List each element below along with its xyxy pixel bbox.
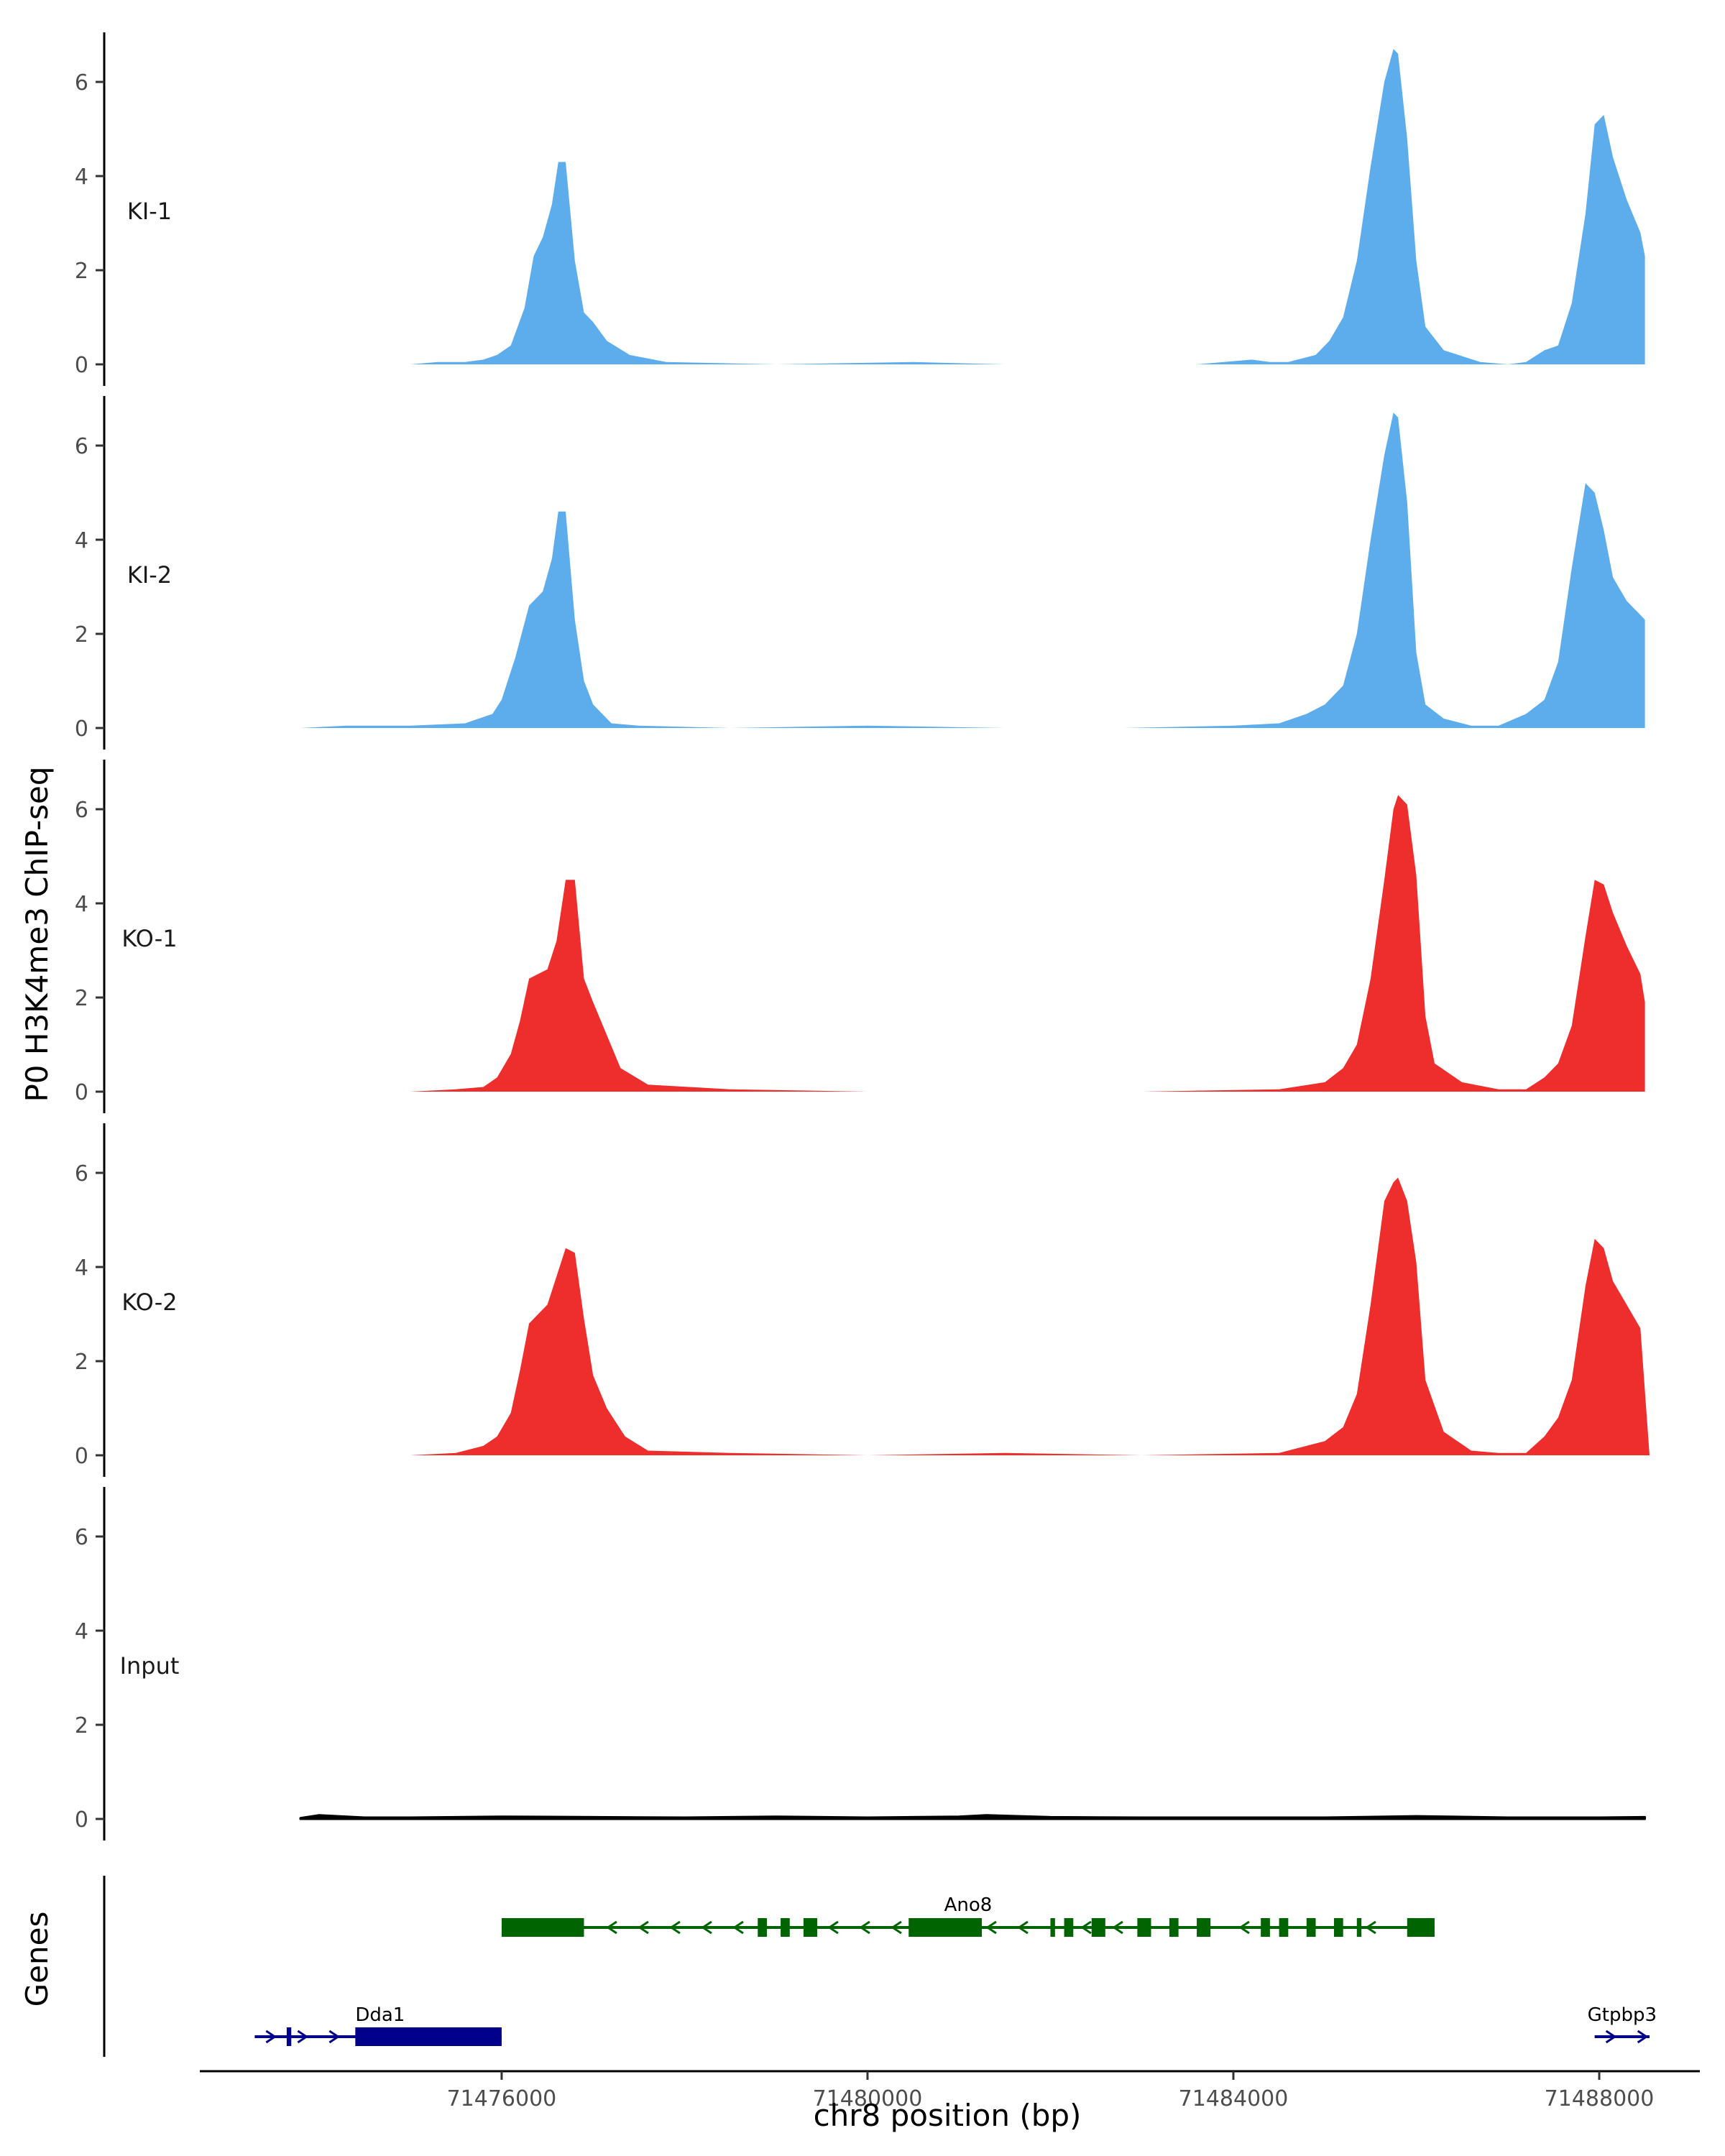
gene-label: Dda1: [355, 2004, 405, 2026]
exon: [1279, 1918, 1289, 1937]
y-tick-label: 6: [75, 1161, 88, 1187]
exon: [758, 1918, 767, 1937]
strand-arrow: [891, 1920, 902, 1935]
exon: [1050, 1918, 1055, 1937]
y-tick-label: 0: [75, 1080, 88, 1105]
track-label: KO-2: [121, 1289, 177, 1316]
y-tick-label: 4: [75, 165, 88, 190]
y-tick-label: 4: [75, 528, 88, 553]
x-tick-label: 71484000: [1179, 2086, 1289, 2111]
strand-arrow: [1112, 1920, 1123, 1935]
x-tick-label: 71488000: [1545, 2086, 1655, 2111]
exon: [1356, 1918, 1362, 1937]
track-label: KI-1: [127, 198, 172, 225]
track-input: 0 2 4 6 Input: [75, 1487, 1647, 1841]
strand-arrow: [1080, 1920, 1092, 1935]
x-axis: 71476000 71480000 71484000 71488000: [200, 2070, 1700, 2111]
strand-arrow: [265, 2030, 277, 2044]
exon: [1197, 1918, 1211, 1937]
tracks-group: 0 2 4 6 KI-1 0 2 4 6 KI-2 0 2 4 6 KO-1 0 2 4 6 KO-2 0 2 4 6 Inpu…: [75, 32, 1650, 1841]
strand-arrow: [1637, 2030, 1649, 2044]
y-tick-label: 0: [75, 1444, 88, 1469]
strand-arrow: [669, 1920, 681, 1935]
y-tick-label: 2: [75, 259, 88, 284]
y-tick-label: 2: [75, 1713, 88, 1738]
track-ko-1: 0 2 4 6 KO-1: [75, 760, 1645, 1113]
signal-ki-2: [300, 413, 1645, 728]
gene-ano8: Ano8: [501, 1894, 1435, 1937]
strand-arrow: [1365, 1920, 1376, 1935]
x-axis-title: chr8 position (bp): [814, 2098, 1082, 2133]
gene-label: Gtpbp3: [1588, 2004, 1657, 2026]
track-label: KO-1: [121, 925, 177, 952]
gene-gtpbp3: Gtpbp3: [1588, 2004, 1657, 2044]
strand-arrow: [638, 1920, 649, 1935]
strand-arrow: [701, 1920, 712, 1935]
exon: [908, 1918, 983, 1937]
genes-axis-title: Genes: [19, 1912, 55, 2007]
y-tick-label: 6: [75, 70, 88, 96]
exon: [803, 1918, 817, 1937]
gene-dda1: Dda1: [254, 2004, 502, 2046]
y-axis-title: P0 H3K4me3 ChIP-seq: [19, 766, 55, 1102]
exon: [355, 2027, 502, 2046]
exon: [1091, 1918, 1105, 1937]
gene-label: Ano8: [944, 1894, 993, 1916]
y-tick-label: 2: [75, 986, 88, 1011]
strand-arrow: [985, 1920, 997, 1935]
x-tick-label: 71476000: [447, 2086, 557, 2111]
signal-ko-1: [300, 795, 1645, 1092]
exon: [1064, 1918, 1074, 1937]
strand-arrow: [297, 2030, 309, 2044]
strand-arrow: [859, 1920, 870, 1935]
y-tick-label: 0: [75, 1807, 88, 1833]
track-label: KI-2: [127, 561, 172, 589]
exon: [286, 2027, 292, 2046]
exon: [1333, 1918, 1343, 1937]
strand-arrow: [328, 2030, 341, 2044]
exon: [1261, 1918, 1270, 1937]
signal-ki-1: [410, 49, 1645, 364]
track-ki-2: 0 2 4 6 KI-2: [75, 396, 1645, 750]
strand-arrow: [732, 1920, 744, 1935]
track-label: Input: [120, 1652, 180, 1680]
y-tick-label: 6: [75, 798, 88, 823]
x-tick-label: 71480000: [813, 2086, 923, 2111]
genes-panel: Ano8 Dda1 Gtpbp3: [103, 1876, 1657, 2057]
strand-arrow: [1605, 2030, 1617, 2044]
signal-ko-2: [300, 1177, 1650, 1455]
exon: [1407, 1918, 1435, 1937]
strand-arrow: [827, 1920, 839, 1935]
exon: [1137, 1918, 1151, 1937]
y-tick-label: 0: [75, 717, 88, 742]
exon: [501, 1918, 584, 1937]
y-tick-label: 4: [75, 1619, 88, 1644]
y-tick-label: 2: [75, 1350, 88, 1375]
y-tick-label: 4: [75, 1256, 88, 1281]
strand-arrow: [606, 1920, 617, 1935]
exon: [1169, 1918, 1179, 1937]
exon: [1306, 1918, 1316, 1937]
track-ko-2: 0 2 4 6 KO-2: [75, 1123, 1650, 1477]
signal-input: [299, 1814, 1647, 1820]
y-tick-label: 6: [75, 1525, 88, 1550]
exon: [781, 1918, 790, 1937]
track-ki-1: 0 2 4 6 KI-1: [75, 32, 1645, 386]
strand-arrow: [1238, 1920, 1250, 1935]
y-tick-label: 2: [75, 622, 88, 648]
y-tick-label: 6: [75, 434, 88, 459]
y-tick-label: 0: [75, 353, 88, 378]
y-tick-label: 4: [75, 892, 88, 917]
strand-arrow: [1017, 1920, 1029, 1935]
